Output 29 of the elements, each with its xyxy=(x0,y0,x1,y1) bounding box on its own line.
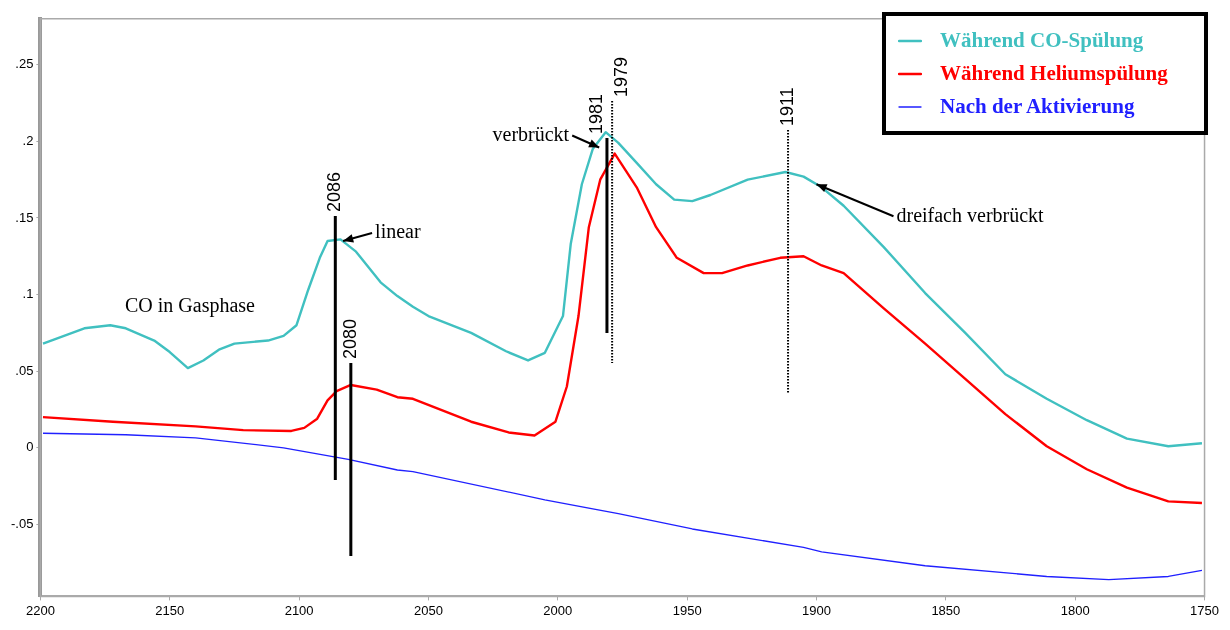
annotation: CO in Gasphase xyxy=(125,294,256,318)
legend-label: Während Heliumspülung xyxy=(939,60,1169,87)
ref-line-label: 1981 xyxy=(585,93,606,134)
y-tick-label: .15 xyxy=(15,209,34,225)
x-tick-label: 2100 xyxy=(284,602,314,618)
x-tick-label: 2050 xyxy=(413,602,443,618)
x-tick-label: 1850 xyxy=(931,602,961,618)
x-tick-label: 2200 xyxy=(25,602,55,618)
annotation: verbrückt xyxy=(492,122,570,145)
x-tick-label: 2000 xyxy=(543,602,573,618)
y-tick-label: -.05 xyxy=(10,515,34,531)
y-tick-label: .1 xyxy=(22,286,34,302)
ref-line-label: 1911 xyxy=(777,87,798,126)
x-tick-label: 2150 xyxy=(155,602,185,618)
x-tick-label: 1900 xyxy=(802,602,831,618)
ref-line-label: 1979 xyxy=(611,56,632,97)
x-tick-label: 1950 xyxy=(672,602,702,618)
x-tick-label: 1800 xyxy=(1060,602,1090,618)
annotation: dreifach verbrückt xyxy=(896,203,1045,226)
ref-line-label: 2080 xyxy=(339,318,360,359)
ref-line-label: 2086 xyxy=(324,171,345,212)
legend-label: Nach der Aktivierung xyxy=(939,93,1136,120)
x-tick-label: 1750 xyxy=(1190,602,1219,618)
y-tick-label: .25 xyxy=(15,56,34,72)
y-tick-label: .05 xyxy=(15,362,34,378)
legend-label: Während CO-Spülung xyxy=(939,27,1145,54)
annotation: linear xyxy=(375,220,421,243)
y-tick-label: 0 xyxy=(26,439,34,455)
y-tick-label: .2 xyxy=(22,132,34,148)
